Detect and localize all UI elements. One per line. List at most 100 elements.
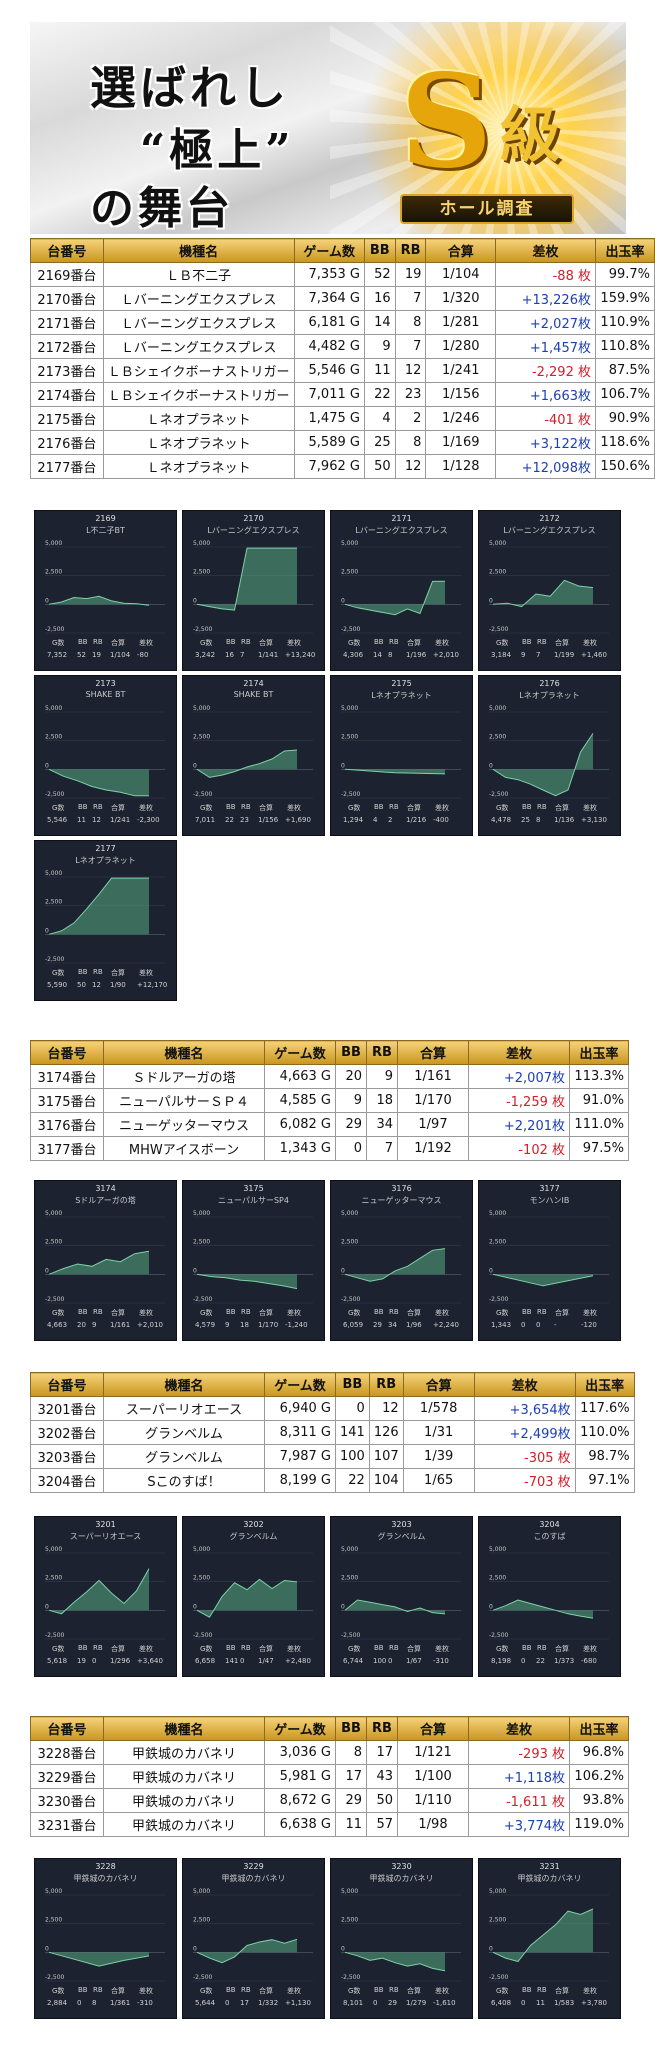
stat-label: G数 [52,804,65,812]
slump-chart-svg: 5,000 2,500 0 -2,500 [341,1888,461,1982]
stat-label: BB [374,1308,384,1316]
table-cell-diff: -703 枚 [473,1468,576,1493]
table-cell-ratio: 1/161 [397,1064,469,1089]
table-cell-rb: 50 [366,1788,398,1813]
slump-area [49,878,149,935]
axis-tick-label: -2,500 [489,1296,509,1303]
machine-number: 3202 [243,1520,264,1529]
slump-chart-svg: 5,000 2,500 0 -2,500 [45,705,165,799]
table-row: 3177番台 MHWアイスボーン 1,343 G 0 7 1/192 -102 枚 97.5% [30,1136,629,1161]
stat-label: 合算 [111,969,125,977]
stat-value: +1,690 [285,816,311,824]
table-cell-diff: +3,654枚 [473,1396,576,1421]
axis-tick-label: -2,500 [489,1974,509,1981]
axis-tick-label: -2,500 [193,1632,213,1639]
machine-number: 3176 [391,1184,412,1193]
stat-value: 6,408 [491,1999,512,2007]
table-row: 2169番台 ＬＢ不二子 7,353 G 52 19 1/104 -88 枚 99.7% [30,262,655,287]
slump-area [197,750,297,778]
stat-value: 8,198 [491,1657,512,1665]
axis-tick-label: 0 [341,1267,345,1274]
stat-value: +1,130 [285,1999,311,2007]
slump-line [196,1938,298,1964]
axis-tick-label: -2,500 [341,1296,361,1303]
table-cell-bb: 29 [335,1112,367,1137]
slump-chart-panel: 5,000 2,500 0 -2,500 3177 モンハンIB G数 BB RB 合算 差枚 1,3… [478,1180,621,1341]
table-cell-ratio: 1/128 [425,454,497,479]
table-cell-model: 甲鉄城のカバネリ [103,1740,265,1765]
stat-value: 0 [521,1999,526,2007]
slump-chart-panel: 5,000 2,500 0 -2,500 2172 Lバーニングエクスプレス G数 BB RB 合… [478,510,621,671]
table-cell-no: 2176番台 [30,430,104,455]
stat-label: BB [374,1644,384,1652]
machine-name: ニューパルサーSP4 [218,1196,289,1205]
stat-label: RB [93,803,103,811]
table-header-cell: 合算 [397,1040,469,1065]
table-cell-games: 5,981 G [264,1764,336,1789]
stat-label: RB [93,1986,103,1994]
stat-label: 合算 [555,1309,569,1317]
axis-tick-label: 0 [45,762,49,769]
slump-chart-panel: 5,000 2,500 0 -2,500 2175 Lネオプラネット G数 BB RB 合算 差枚 1… [330,675,473,836]
table-cell-rate: 87.5% [594,358,655,383]
table-cell-ratio: 1/39 [402,1444,475,1469]
stat-label: RB [537,1644,547,1652]
stat-value: 9 [92,1321,97,1329]
stat-label: G数 [496,1987,509,1995]
machine-number: 3203 [391,1520,412,1529]
table-cell-bb: 22 [335,1468,370,1493]
stat-label: BB [374,803,384,811]
table-cell-diff: -102 枚 [468,1136,570,1161]
stat-value: 1/90 [110,981,126,989]
table-cell-bb: 11 [363,358,396,383]
banner-line-2: “極上” [140,125,295,176]
table-cell-diff: +2,499枚 [473,1420,576,1445]
table-cell-ratio: 1/104 [425,262,497,287]
stat-label: 差枚 [287,804,301,812]
slump-chart-panel: 5,000 2,500 0 -2,500 2173 SHAKE BT G数 BB RB 合算 差枚 5… [34,675,177,836]
table-cell-diff: +1,663枚 [495,382,596,407]
table-header-cell: ゲーム数 [264,1372,336,1397]
machine-number: 2175 [391,679,412,688]
stat-label: 差枚 [583,1987,597,1995]
stat-value: 22 [536,1657,545,1665]
table-cell-diff: +13,226枚 [495,286,596,311]
axis-tick-label: 0 [193,762,197,769]
table-cell-games: 6,940 G [264,1396,336,1421]
axis-tick-label: -2,500 [489,626,509,633]
slump-chart-panel: 5,000 2,500 0 -2,500 3201 スーパーリオエース G数 BB RB 合算 差枚… [34,1516,177,1677]
stat-label: 合算 [259,804,273,812]
stat-label: BB [374,638,384,646]
slump-chart-svg: 5,000 2,500 0 -2,500 [489,705,609,799]
table-row: 3228番台 甲鉄城のカバネリ 3,036 G 8 17 1/121 -293 枚 96.8% [30,1740,629,1765]
stat-value: 6,744 [343,1657,364,1665]
axis-tick-label: 5,000 [193,540,210,547]
axis-tick-label: 2,500 [341,1917,358,1924]
axis-tick-label: 5,000 [341,1210,358,1217]
stat-label: G数 [52,639,65,647]
table-cell-rb: 34 [366,1112,398,1137]
axis-tick-label: 0 [489,1945,493,1952]
axis-tick-label: 5,000 [341,705,358,712]
stat-label: RB [537,1986,547,1994]
table-header-cell: 台番号 [30,1040,104,1065]
axis-tick-label: 0 [489,1267,493,1274]
table-cell-model: 甲鉄城のカバネリ [103,1812,265,1837]
axis-tick-label: 2,500 [341,734,358,741]
stat-value: 18 [240,1321,249,1329]
machine-number: 2173 [95,679,116,688]
table-header-cell: RB [394,238,427,263]
stat-label: G数 [348,1645,361,1653]
table-header-cell: 出玉率 [574,1372,635,1397]
machine-table: 台番号 機種名 ゲーム数 BB RB 合算 差枚 出玉率 3201番台 スーパーリオエース 6,94… [30,1372,635,1493]
stat-value: 12 [92,981,101,989]
stat-value: 1/141 [258,651,279,659]
table-cell-rate: 117.6% [574,1396,635,1421]
stat-value: 7 [536,651,541,659]
machine-number: 3201 [95,1520,116,1529]
slump-chart-svg: 5,000 2,500 0 -2,500 [45,540,165,634]
axis-tick-label: 2,500 [193,1917,210,1924]
stat-value: 4,579 [195,1321,216,1329]
axis-tick-label: -2,500 [341,626,361,633]
stat-label: 差枚 [139,1309,153,1317]
